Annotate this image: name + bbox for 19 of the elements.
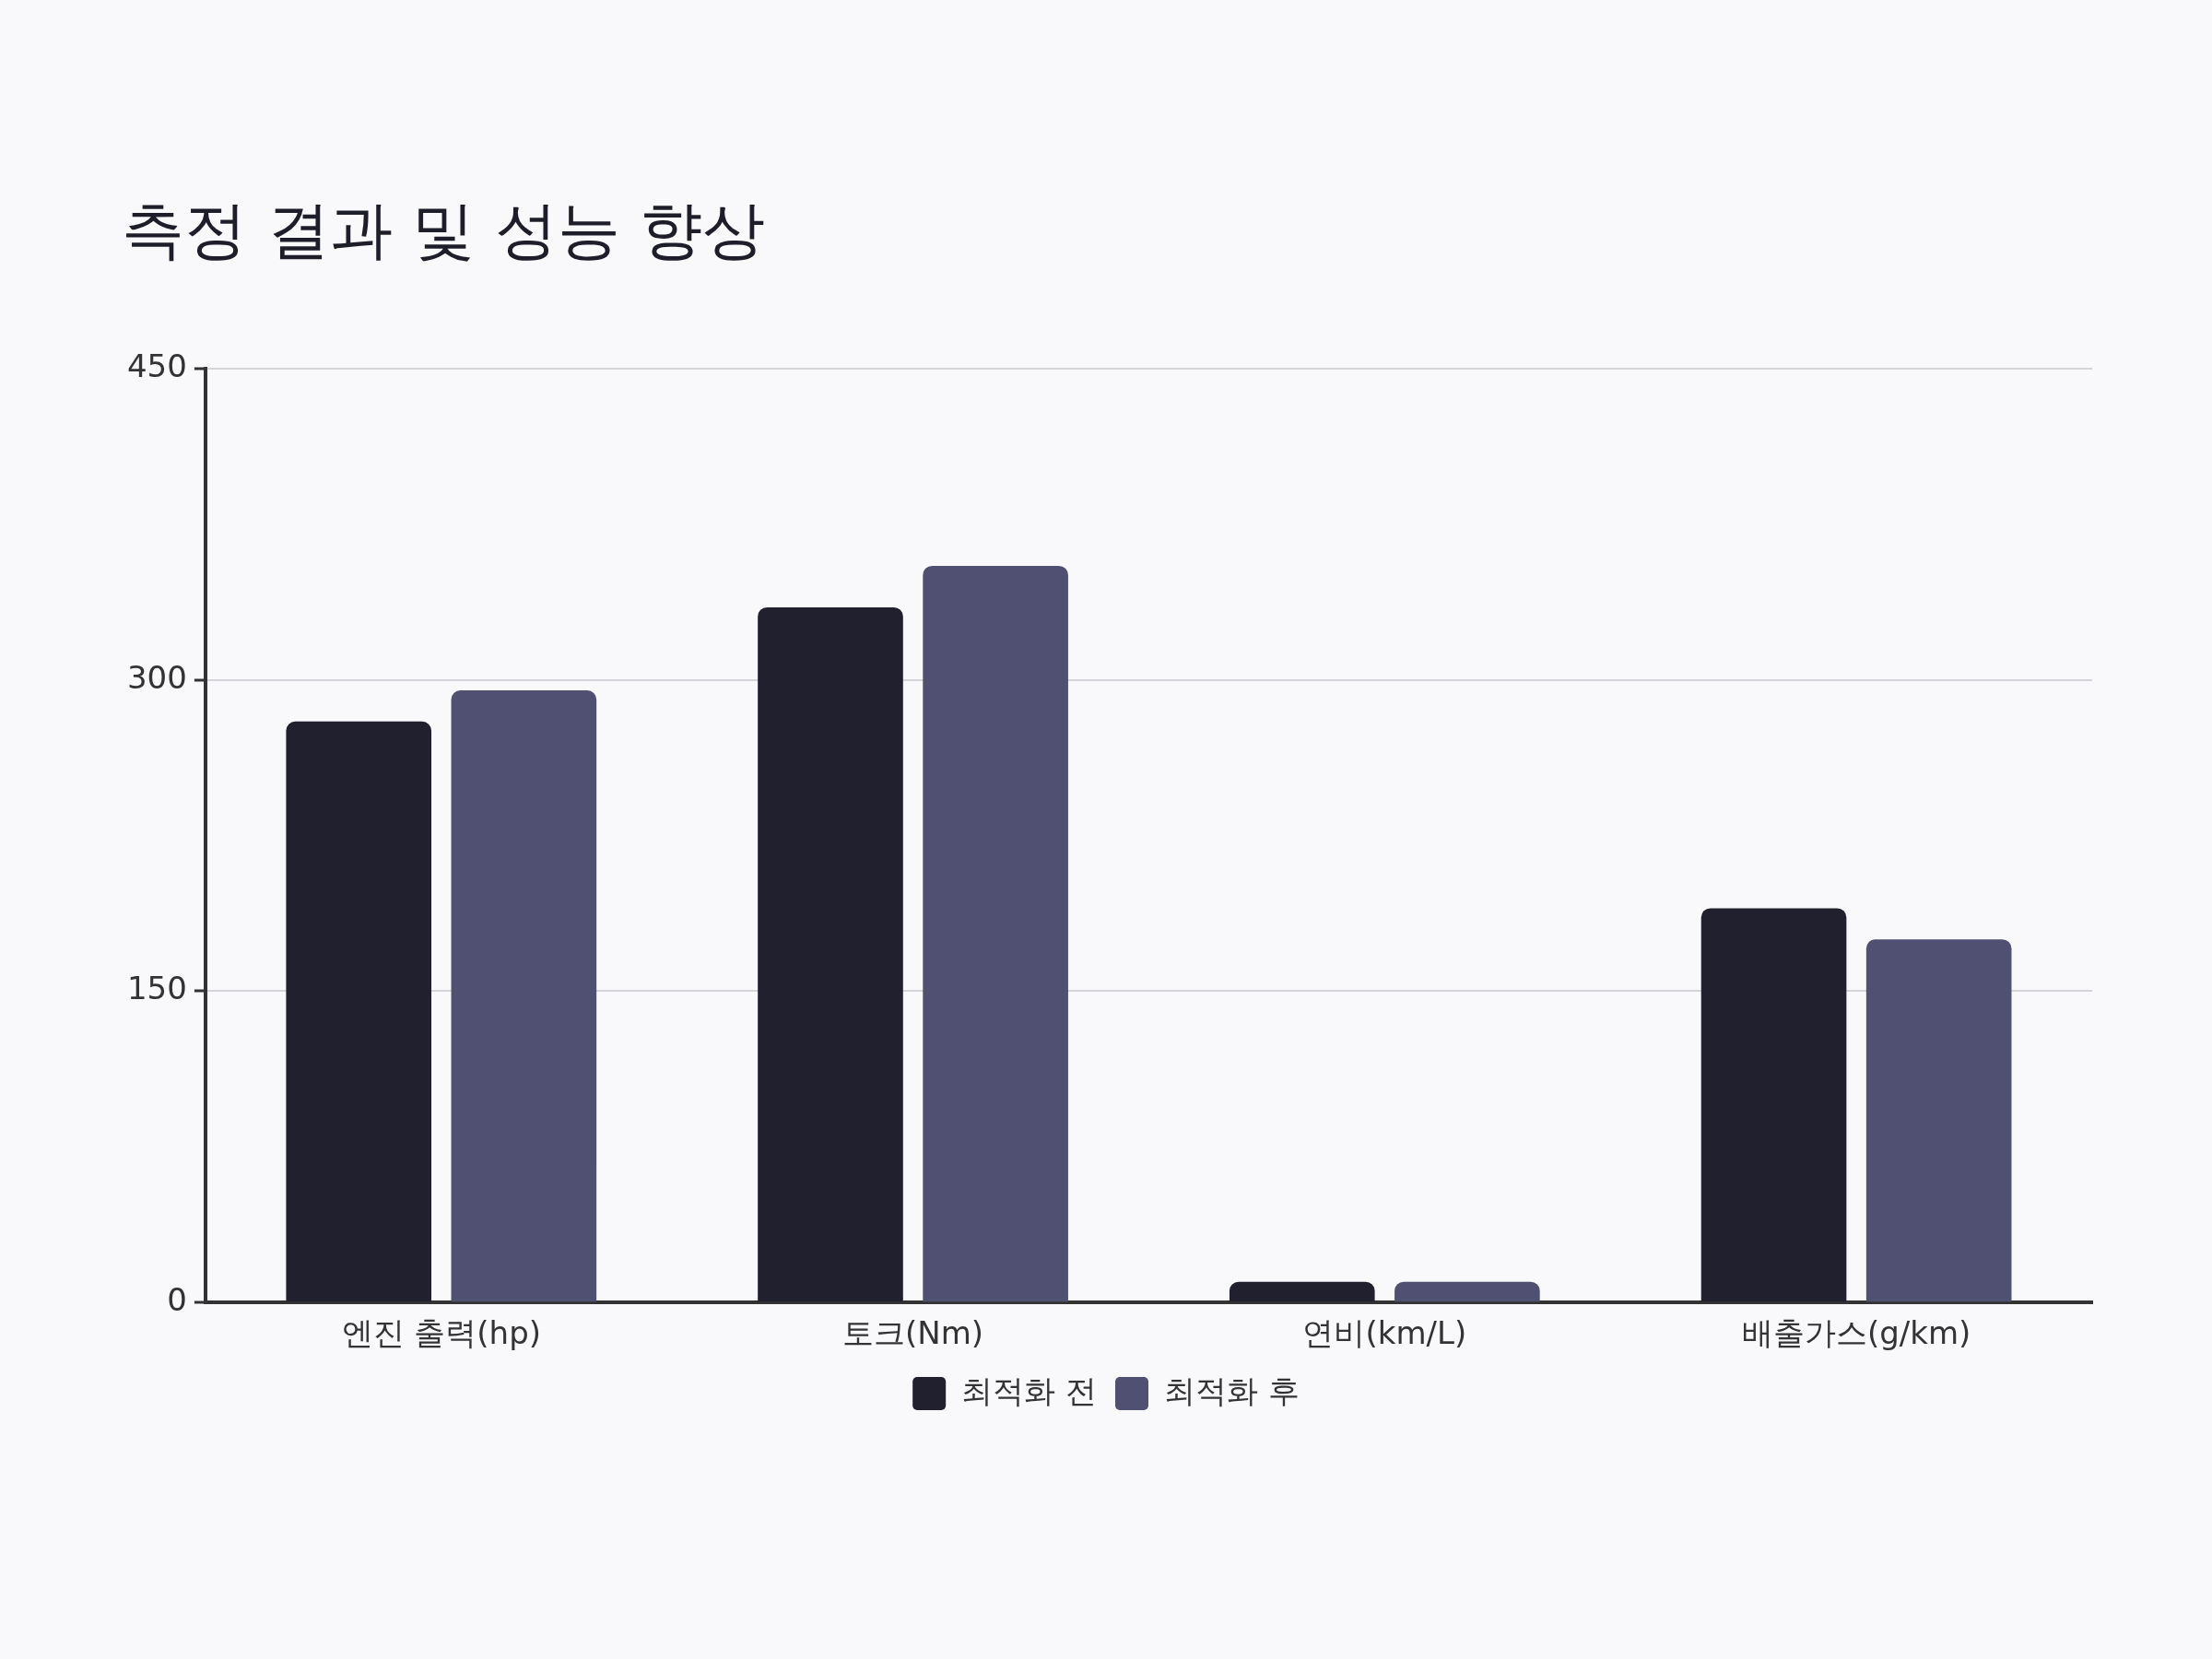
bar: [1700, 908, 1847, 1302]
bar: [451, 689, 597, 1302]
y-tick-label: 300: [126, 658, 187, 696]
legend-label: 최적화 후: [1164, 1371, 1300, 1409]
y-tick-label: 150: [126, 970, 187, 1007]
x-tick-label: 토크(Nm): [842, 1314, 984, 1352]
x-tick-label: 연비(km/L): [1302, 1314, 1467, 1352]
bar: [286, 721, 432, 1302]
bar: [758, 606, 903, 1302]
y-tick-label: 450: [126, 347, 187, 384]
chart-title: 측정 결과 및 성능 향상: [122, 193, 766, 268]
bar: [1229, 1281, 1375, 1302]
x-tick-label: 엔진 출력(hp): [341, 1314, 542, 1352]
x-tick-label: 배출가스(g/km): [1741, 1314, 1971, 1352]
bar: [923, 565, 1068, 1302]
legend-label: 최적화 전: [961, 1371, 1097, 1409]
bar: [1865, 939, 2012, 1302]
bar: [1394, 1281, 1540, 1302]
y-tick-label: 0: [167, 1281, 187, 1319]
